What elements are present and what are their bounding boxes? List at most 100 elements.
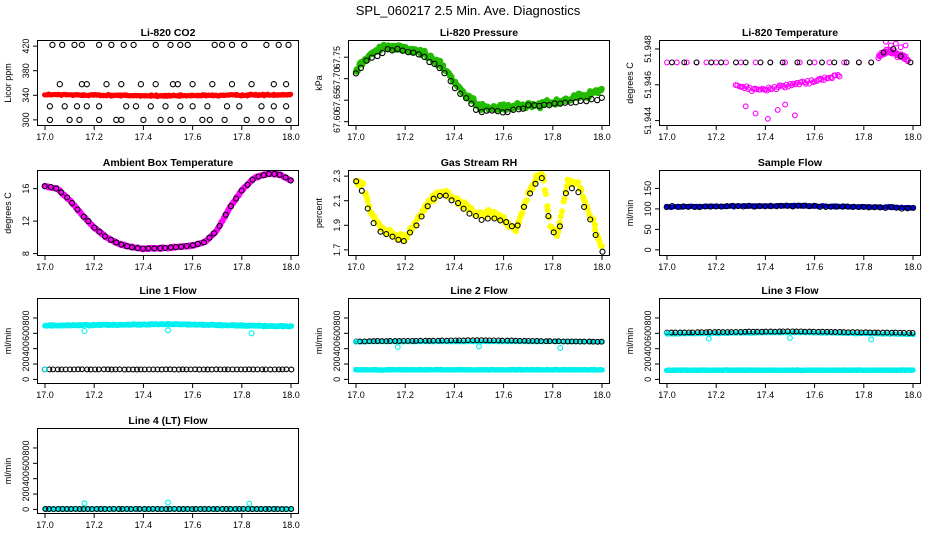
- x-tick-label: 17.6: [495, 132, 513, 142]
- data-point: [794, 59, 801, 66]
- data-point: [685, 203, 692, 210]
- data-point: [599, 248, 606, 255]
- data-point: [696, 204, 703, 211]
- x-tick-label: 18.0: [593, 262, 611, 272]
- data-point: [764, 115, 771, 122]
- data-point: [556, 223, 563, 230]
- x-tick-label: 17.4: [446, 390, 464, 400]
- data-point: [41, 183, 48, 190]
- data-point: [353, 338, 359, 345]
- data-point: [197, 506, 204, 512]
- data-point: [213, 366, 220, 373]
- data-point: [532, 180, 539, 187]
- series-quantized-lower: [46, 103, 290, 110]
- data-point: [575, 189, 582, 196]
- x-tick-label: 17.2: [396, 262, 414, 272]
- y-tick-label: 150: [643, 181, 653, 196]
- data-point: [262, 366, 269, 373]
- data-point: [723, 203, 730, 210]
- data-point: [58, 189, 65, 196]
- y-tick-label: 2.1: [332, 194, 342, 207]
- data-point: [58, 366, 65, 373]
- x-tick-label: 17.6: [184, 390, 202, 400]
- y-tick-label: 400: [21, 341, 31, 356]
- data-point: [147, 103, 154, 110]
- y-tick-label: 340: [21, 88, 31, 103]
- plot-frame: [37, 170, 299, 256]
- y-tick-label: 200: [643, 357, 653, 372]
- panel-line2-flow: Line 2 Flow ml/min 17.0 17.2 17.4 17.6 17.8 18.…: [314, 285, 611, 400]
- y-axis-label: degrees C: [625, 62, 635, 104]
- data-point: [154, 506, 161, 512]
- x-axis: 17.0 17.2 17.4 17.6 17.8 18.0: [347, 256, 611, 272]
- data-point: [435, 337, 442, 344]
- data-point: [441, 69, 448, 77]
- data-point: [113, 239, 120, 246]
- data-point: [797, 328, 804, 335]
- series-black: [353, 337, 605, 345]
- data-point: [442, 192, 449, 199]
- data-point: [833, 203, 840, 210]
- data-point: [758, 328, 765, 335]
- x-tick-label: 17.4: [135, 132, 153, 142]
- data-point: [843, 59, 850, 66]
- data-point: [836, 73, 843, 80]
- data-point: [107, 236, 115, 243]
- data-point: [426, 337, 433, 344]
- x-axis: 17.0 17.2 17.4 17.6 17.8 18.0: [347, 126, 611, 142]
- data-point: [93, 506, 100, 512]
- data-point: [834, 72, 841, 78]
- y-axis: 0 50 100 150: [643, 181, 659, 252]
- panel-title: Sample Flow: [758, 157, 823, 169]
- data-point: [162, 103, 169, 110]
- data-point: [592, 231, 599, 239]
- y-tick-label: 0: [643, 247, 653, 252]
- x-tick-label: 17.0: [36, 262, 54, 272]
- y-axis-label: kPa: [314, 75, 324, 91]
- data-point: [551, 338, 558, 345]
- data-point: [882, 41, 889, 45]
- x-tick-label: 17.0: [658, 132, 676, 142]
- data-point: [782, 59, 789, 66]
- data-point: [897, 329, 903, 336]
- data-point: [176, 506, 183, 512]
- y-tick-label: 67.65: [332, 89, 342, 112]
- data-point: [504, 337, 511, 344]
- data-point: [544, 207, 551, 214]
- panel-title: Li-820 Pressure: [440, 27, 518, 39]
- data-point: [179, 116, 186, 124]
- data-point: [718, 59, 725, 66]
- data-point: [129, 366, 136, 373]
- series-black: [352, 45, 605, 116]
- data-point: [568, 338, 575, 345]
- y-tick-label: 800: [21, 440, 31, 455]
- x-tick-label: 17.6: [495, 262, 513, 272]
- data-point: [279, 366, 286, 373]
- data-point: [400, 337, 407, 344]
- series-quantized-low: [46, 116, 292, 124]
- x-tick-label: 17.0: [36, 390, 54, 400]
- x-tick-label: 17.4: [135, 390, 153, 400]
- y-axis-label: ml/min: [314, 328, 324, 355]
- data-point: [137, 366, 144, 373]
- data-point: [150, 366, 157, 373]
- data-point: [778, 202, 785, 209]
- data-point: [179, 366, 186, 373]
- x-axis: 17.0 17.2 17.4 17.6 17.8 18.0: [347, 384, 611, 400]
- data-point: [826, 59, 833, 66]
- data-point: [406, 229, 414, 236]
- data-point: [154, 366, 161, 373]
- data-point: [151, 245, 158, 252]
- data-point: [910, 204, 917, 211]
- x-tick-label: 17.6: [806, 132, 824, 142]
- data-point: [364, 197, 371, 204]
- data-point: [907, 59, 914, 66]
- y-tick-label: 50: [643, 224, 653, 234]
- data-point: [377, 228, 384, 235]
- data-point: [447, 78, 454, 85]
- x-tick-label: 17.0: [347, 262, 365, 272]
- data-point: [545, 213, 552, 220]
- data-point: [742, 59, 749, 66]
- x-tick-label: 17.8: [855, 132, 873, 142]
